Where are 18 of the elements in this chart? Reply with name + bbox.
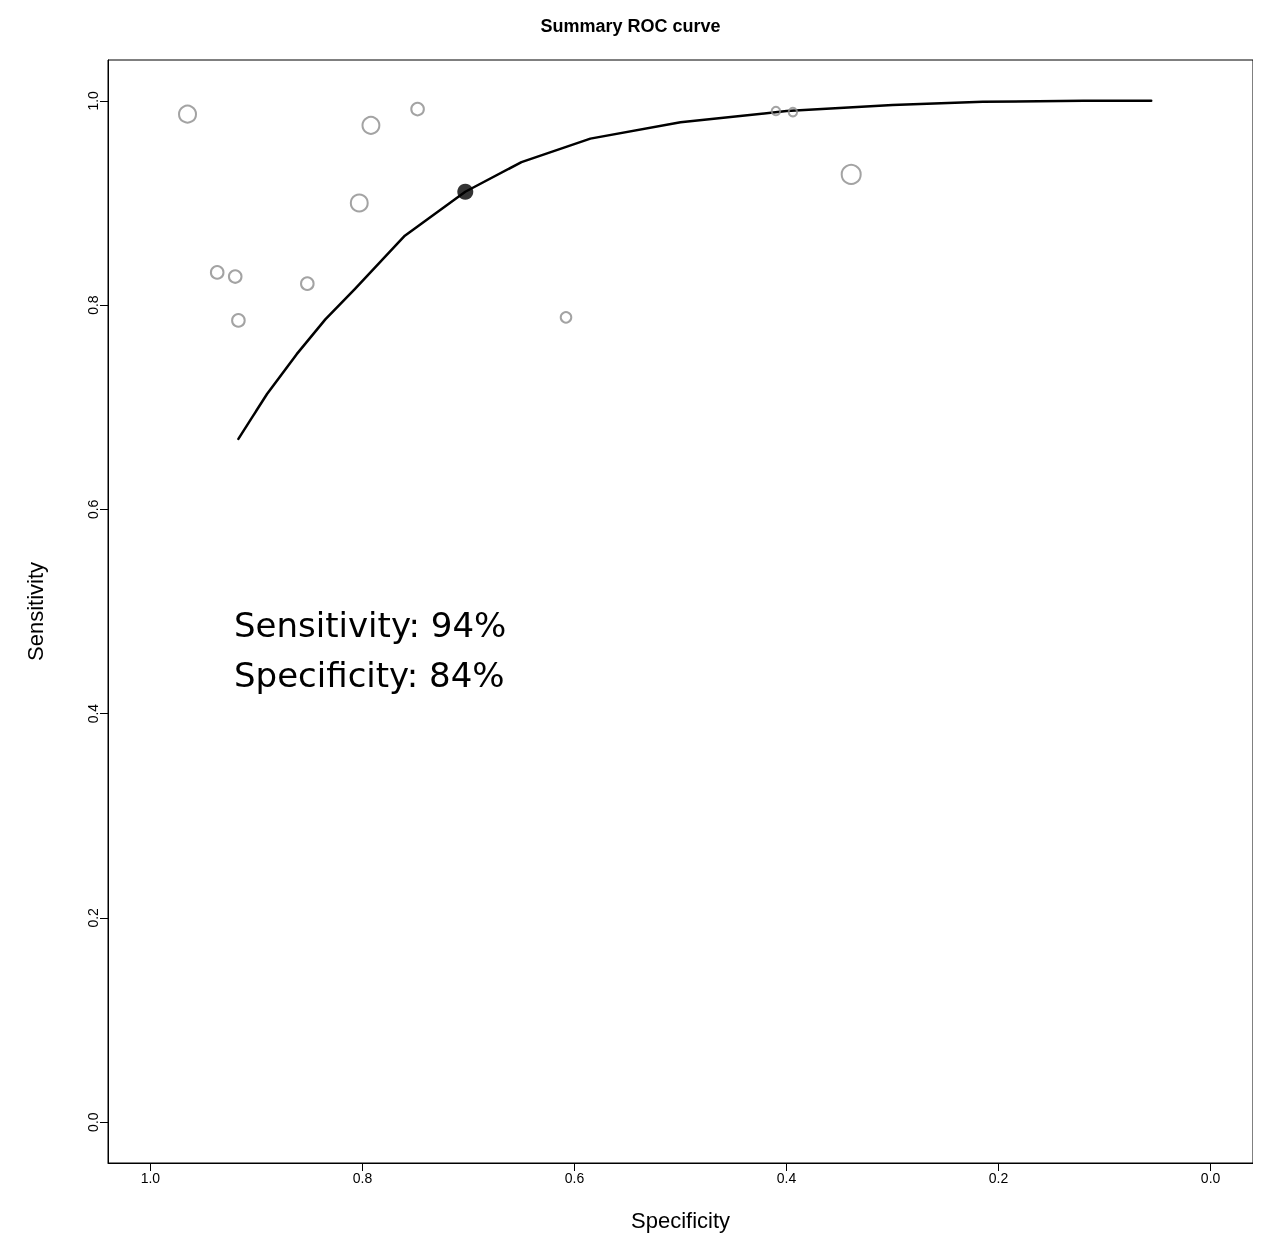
chart-title: Summary ROC curve xyxy=(540,16,721,36)
x-tick-label: 0.4 xyxy=(776,1170,797,1186)
y-tick-label: 0.0 xyxy=(85,1112,101,1132)
y-tick-label: 0.4 xyxy=(85,703,101,724)
line-series xyxy=(237,99,1153,441)
annotation: Sensitivity: 94% xyxy=(234,605,507,645)
x-axis-title: Specificity xyxy=(630,1207,731,1233)
x-tick-label: 0.8 xyxy=(352,1170,373,1186)
x-tick-label: 0.2 xyxy=(988,1170,1009,1186)
y-tick-label: 0.2 xyxy=(85,907,101,928)
y-tick-label: 0.8 xyxy=(85,295,101,315)
x-tick-label: 0.6 xyxy=(564,1170,585,1186)
y-axis-title: Sensitivity xyxy=(22,561,48,662)
x-tick-label: 0.0 xyxy=(1200,1170,1221,1186)
y-tick-label: 0.6 xyxy=(85,499,101,520)
y-tick-label: 1.0 xyxy=(85,90,101,111)
annotation: Specificity: 84% xyxy=(234,655,505,695)
x-tick-label: 1.0 xyxy=(140,1170,161,1186)
